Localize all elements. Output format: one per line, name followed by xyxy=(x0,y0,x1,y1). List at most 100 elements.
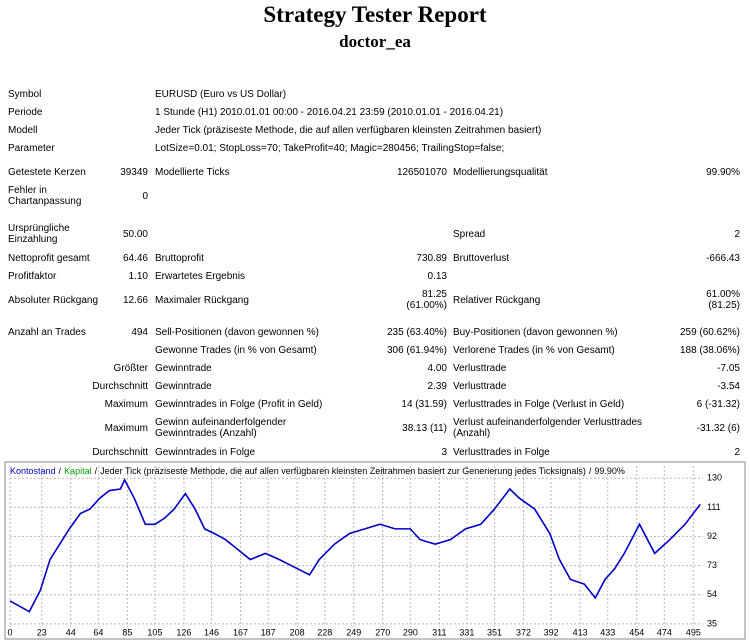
stats-row: Anzahl an Trades 494 Sell-Positionen (davo… xyxy=(0,317,750,347)
x-tick-label: 290 xyxy=(403,627,418,637)
x-tick-label: 392 xyxy=(544,627,559,637)
stat-value: -3.54 xyxy=(717,380,740,392)
legend-separator: / xyxy=(95,466,98,476)
settings-row: Parameter LotSize=0.01; StopLoss=70; Take… xyxy=(0,133,750,163)
stat-label: Modellierungsqualität xyxy=(453,166,548,178)
stat-value: Durchschnitt xyxy=(92,446,148,458)
x-tick-label: 167 xyxy=(233,627,248,637)
stat-value: 6 (-31.32) xyxy=(696,398,740,410)
stat-label: Ursprüngliche Einzahlung xyxy=(8,223,70,245)
stats-row: Getestete Kerzen 39349 Modellierte Ticks 12… xyxy=(0,157,750,187)
y-tick-label: 73 xyxy=(707,560,717,570)
settings-row: Modell Jeder Tick (präziseste Methode, di… xyxy=(0,115,750,145)
y-tick-label: 54 xyxy=(707,589,717,599)
x-tick-label: 270 xyxy=(375,627,390,637)
balance-line xyxy=(9,477,701,613)
x-tick-label: 474 xyxy=(657,627,672,637)
stat-value: 235 (63.40%) xyxy=(386,326,447,338)
stat-value: 730.89 xyxy=(416,252,447,264)
stats-row: Gewonne Trades (in % von Gesamt) 306 (61.… xyxy=(0,335,750,365)
x-tick-label: 23 xyxy=(37,627,47,637)
x-tick-label: 146 xyxy=(204,627,219,637)
stats-row: Ursprüngliche Einzahlung 50.00 Spread 2 xyxy=(0,219,750,249)
stats-row: Profitfaktor 1.10 Erwartetes Ergebnis 0.13 xyxy=(0,261,750,291)
stat-label: Gewinntrades in Folge (Profit in Geld) xyxy=(155,398,323,410)
stat-label: Bruttoverlust xyxy=(453,252,510,264)
x-tick-label: 433 xyxy=(600,627,615,637)
x-tick-label: 311 xyxy=(432,627,446,637)
stat-label: Bruttoprofit xyxy=(155,252,204,264)
stat-value: 4.00 xyxy=(427,362,447,374)
stat-value: 2.39 xyxy=(427,380,447,392)
chart-frame xyxy=(4,461,746,640)
stat-label: Profitfaktor xyxy=(8,270,57,282)
stat-value: 38.13 (11) xyxy=(402,422,447,434)
stat-value: 12.66 xyxy=(122,294,148,306)
stat-label: Verlusttrades in Folge xyxy=(453,446,550,458)
legend-model: Jeder Tick (präziseste Methode, die auf … xyxy=(100,466,586,476)
x-tick-label: 495 xyxy=(686,627,701,637)
stat-value: 0.13 xyxy=(427,270,447,282)
x-tick-label: 228 xyxy=(317,627,332,637)
stat-label: Verlusttrades in Folge (Verlust in Geld) xyxy=(453,398,625,410)
stat-value: 0 xyxy=(142,190,148,202)
legend-separator: / xyxy=(589,466,592,476)
stat-value: 259 (60.62%) xyxy=(679,326,740,338)
legend-quality: 99.90% xyxy=(594,466,625,476)
stat-value: 188 (38.06%) xyxy=(679,344,740,356)
setting-label: Parameter xyxy=(8,142,55,154)
legend-equity: Kapital xyxy=(64,466,92,476)
legend-separator: / xyxy=(59,466,62,476)
stats-row: Maximum Gewinn aufeinanderfolgender Gewin… xyxy=(0,413,750,443)
x-tick-label: 85 xyxy=(122,627,132,637)
stats-row: Fehler in Chartanpassung 0 xyxy=(0,181,750,211)
stat-value: Durchschnitt xyxy=(92,380,148,392)
stat-value: 81.25 (61.00%) xyxy=(406,289,447,311)
setting-value: 1 Stunde (H1) 2010.01.01 00:00 - 2016.04… xyxy=(155,106,504,118)
stat-label: Verlust aufeinanderfolgender Verlusttrad… xyxy=(453,417,643,439)
stat-value: 50.00 xyxy=(122,228,148,240)
x-tick-label: 126 xyxy=(176,627,191,637)
stats-row: Nettoprofit gesamt 64.46 Bruttoprofit 730.8… xyxy=(0,243,750,273)
y-tick-label: 130 xyxy=(707,473,722,483)
legend-balance: Kontostand xyxy=(10,466,56,476)
stat-value: 1.10 xyxy=(128,270,148,282)
setting-label: Symbol xyxy=(8,88,42,100)
stat-label: Gewinn aufeinanderfolgender Gewinntrades… xyxy=(155,417,287,439)
stat-value: 306 (61.94%) xyxy=(386,344,447,356)
setting-value: EURUSD (Euro vs US Dollar) xyxy=(155,88,287,100)
setting-value: LotSize=0.01; StopLoss=70; TakeProfit=40… xyxy=(155,142,505,154)
stat-label: Verlusttrade xyxy=(453,380,507,392)
x-tick-label: 454 xyxy=(629,627,644,637)
stat-label: Gewinntrade xyxy=(155,362,212,374)
stat-label: Gewonne Trades (in % von Gesamt) xyxy=(155,344,317,356)
stat-value: 99.90% xyxy=(706,166,740,178)
stat-label: Modellierte Ticks xyxy=(155,166,230,178)
x-tick-label: 0 xyxy=(7,627,12,637)
report-subtitle: doctor_ea xyxy=(339,32,411,51)
stats-row: Durchschnitt Gewinntrades in Folge 3 Verlus… xyxy=(0,437,750,467)
x-tick-label: 105 xyxy=(147,627,162,637)
stat-value: 2 xyxy=(734,228,740,240)
x-tick-label: 249 xyxy=(346,627,361,637)
y-tick-label: 92 xyxy=(707,531,717,541)
x-tick-label: 372 xyxy=(516,627,531,637)
stat-value: -7.05 xyxy=(717,362,740,374)
stat-label: Spread xyxy=(453,228,486,240)
report-title: Strategy Tester Report xyxy=(263,2,487,27)
stat-label: Gewinntrade xyxy=(155,380,212,392)
setting-label: Periode xyxy=(8,106,43,118)
stat-label: Buy-Positionen (davon gewonnen %) xyxy=(453,326,618,338)
stat-label: Verlusttrade xyxy=(453,362,507,374)
stat-value: Maximum xyxy=(104,398,148,410)
x-tick-label: 331 xyxy=(459,627,474,637)
stat-label: Getestete Kerzen xyxy=(8,166,86,178)
stat-label: Absoluter Rückgang xyxy=(8,294,99,306)
settings-row: Periode 1 Stunde (H1) 2010.01.01 00:00 - … xyxy=(0,97,750,127)
stat-value: 2 xyxy=(734,446,740,458)
stat-value: 126501070 xyxy=(396,166,447,178)
stat-value: 14 (31.59) xyxy=(401,398,447,410)
stats-row: Durchschnitt Gewinntrade 2.39 Verlusttrade -… xyxy=(0,371,750,401)
stat-label: Anzahl an Trades xyxy=(8,326,86,338)
